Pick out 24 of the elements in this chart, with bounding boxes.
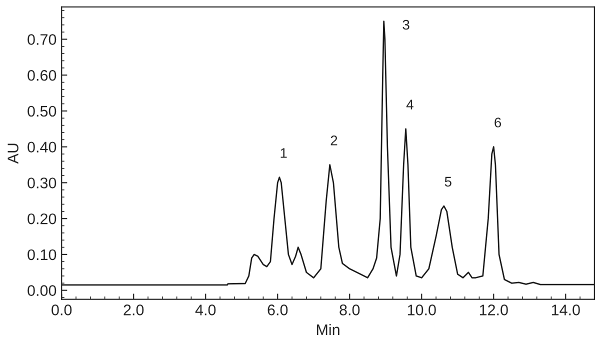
x-tick-label: 0.0 [52,304,72,316]
y-axis-title: AU [8,144,18,164]
y-tick-label: 0.30 [28,178,56,188]
x-tick-label: 12.0 [480,304,508,316]
x-axis-title: Min [316,324,340,336]
y-tick-label: 0.00 [28,285,56,296]
y-tick-label: 0.20 [28,213,56,224]
annotation: 3 [402,20,410,30]
annotation: 1 [280,148,287,158]
y-tick-label: 0.70 [28,34,56,45]
y-tick-label: 0.40 [28,142,56,153]
x-tick-label: 4.0 [195,304,216,316]
x-tick-label: 2.0 [124,304,144,316]
x-tick-label: 6.0 [268,304,288,316]
annotation: 6 [494,118,502,128]
annotation: 2 [330,136,338,146]
y-tick-label: 0.10 [28,249,56,260]
annotation: 5 [444,176,452,187]
x-tick-label: 8.0 [340,304,360,316]
x-tick-label: 14.0 [552,304,580,316]
x-tick-label: 10.0 [408,304,436,316]
y-tick-label: 0.50 [28,106,56,117]
y-tick-label: 0.60 [28,70,56,81]
annotation: 4 [406,100,414,110]
